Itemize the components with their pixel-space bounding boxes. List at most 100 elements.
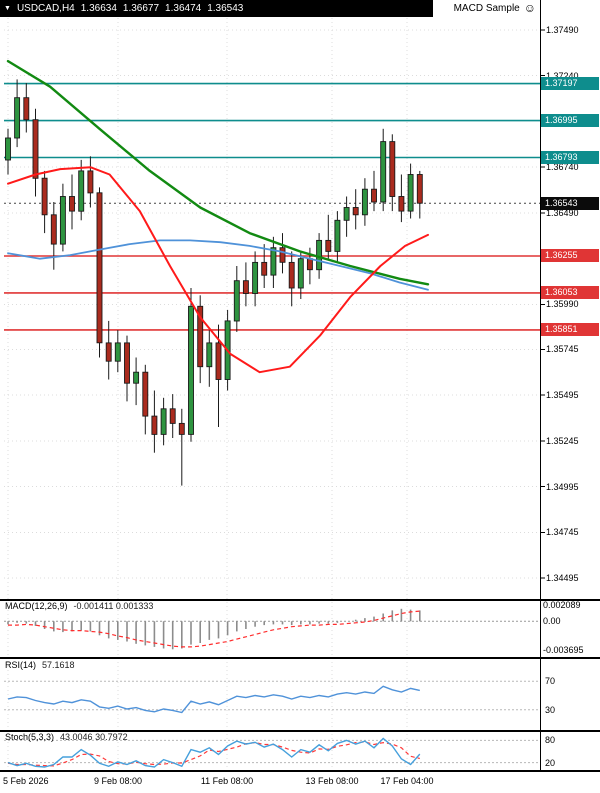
ea-smiley-icon[interactable]: ☺: [523, 1, 536, 15]
bull-candle: [233, 280, 240, 322]
bear-candle: [197, 305, 204, 368]
price-tick-label: 1.37240: [546, 71, 579, 81]
indicator-axis-label: 30: [545, 705, 556, 715]
bear-candle: [69, 196, 75, 212]
macd-pane-label: MACD(12,26,9) -0.001411 0.001333: [5, 601, 153, 611]
close-value: 1.36543: [207, 3, 244, 14]
bear-candle: [50, 214, 57, 245]
bull-candle: [188, 305, 194, 435]
stoch-k-line: [7, 737, 421, 768]
bull-candle: [343, 207, 350, 221]
bear-candle: [32, 119, 39, 179]
bear-candle: [398, 196, 405, 212]
price-tick-label: 1.34495: [546, 573, 579, 583]
price-level-badge: 1.37197: [541, 77, 599, 90]
symbol-dropdown-arrow[interactable]: ▼: [4, 5, 11, 12]
ea-name-label: MACD Sample: [453, 2, 520, 14]
price-tick-label: 1.36490: [546, 208, 579, 218]
bull-candle: [252, 261, 259, 294]
bear-candle: [169, 408, 176, 424]
bear-candle: [279, 247, 286, 263]
indicator-axis-label: 0.00: [543, 616, 561, 626]
bull-candle: [133, 371, 140, 384]
bear-candle: [371, 188, 377, 203]
bear-candle: [41, 177, 48, 216]
bear-candle: [416, 174, 423, 204]
bull-candle: [316, 239, 323, 271]
open-value: 1.36634: [80, 3, 117, 14]
price-level-badge: 1.36793: [541, 151, 599, 164]
bear-candle: [142, 371, 149, 417]
bull-candle: [114, 342, 121, 362]
price-level-badge: 1.36053: [541, 286, 599, 299]
bear-candle: [87, 170, 94, 194]
current-price-badge: 1.36543: [541, 197, 599, 210]
bull-candle: [59, 196, 66, 245]
time-axis-label: 13 Feb 08:00: [305, 776, 359, 786]
bear-candle: [105, 342, 112, 362]
bull-candle: [5, 137, 11, 161]
bear-candle: [178, 422, 185, 435]
bull-candle: [160, 408, 167, 435]
bull-candle: [206, 342, 213, 368]
indicator-axis-label: 20: [545, 758, 556, 768]
indicator-axis-label: 80: [545, 735, 556, 745]
price-level-badge: 1.36995: [541, 114, 599, 127]
time-axis[interactable]: [0, 772, 600, 793]
bull-candle: [334, 219, 341, 252]
bear-candle: [96, 192, 103, 344]
stoch-pane-label: Stoch(5,3,3) 43.0046 30.7972: [5, 732, 128, 742]
low-value: 1.36474: [165, 3, 202, 14]
rsi-pane-label: RSI(14) 57.1618: [5, 660, 75, 670]
red-ma-line: [7, 166, 429, 374]
bull-candle: [361, 188, 368, 216]
green-ma-line: [6, 59, 430, 286]
bear-candle: [288, 261, 295, 289]
macd-name: MACD(12,26,9): [5, 601, 68, 611]
symbol-timeframe-label: USDCAD,H4: [16, 3, 75, 14]
bull-candle: [270, 247, 277, 276]
bear-candle: [352, 207, 359, 216]
price-tick-label: 1.34745: [546, 527, 579, 537]
bear-candle: [261, 261, 268, 276]
indicator-axis-label: -0.003695: [543, 645, 584, 655]
expert-advisor-badge: MACD Sample ☺: [454, 2, 536, 14]
time-axis-label: 9 Feb 08:00: [93, 776, 143, 786]
bear-candle: [151, 415, 158, 435]
bull-candle: [78, 170, 85, 212]
macd-signal-line: [8, 610, 420, 648]
rsi-name: RSI(14): [5, 660, 37, 670]
bear-candle: [325, 239, 332, 252]
bear-candle: [215, 342, 222, 380]
indicator-axis-label: 70: [545, 676, 556, 686]
high-value: 1.36677: [122, 3, 160, 14]
price-tick-label: 1.35495: [546, 390, 579, 400]
rsi-values: 57.1618: [42, 660, 75, 670]
time-axis-label: 17 Feb 04:00: [380, 776, 434, 786]
time-axis-label: 5 Feb 2026: [3, 776, 49, 786]
ohlc-bar: ▼ USDCAD,H4 1.36634 1.36677 1.36474 1.36…: [0, 0, 433, 17]
price-tick-label: 1.35745: [546, 344, 579, 354]
bull-candle: [407, 174, 414, 212]
indicator-axis-label: 0.002089: [543, 600, 581, 610]
price-tick-label: 1.36740: [546, 162, 579, 172]
bear-candle: [242, 280, 249, 294]
macd-values: -0.001411 0.001333: [73, 601, 154, 611]
price-tick-label: 1.35245: [546, 436, 579, 446]
stoch-values: 43.0046 30.7972: [60, 732, 128, 742]
stoch-name: Stoch(5,3,3): [5, 732, 55, 742]
price-tick-label: 1.35990: [546, 299, 579, 309]
price-tick-label: 1.34995: [546, 482, 579, 492]
bull-candle: [380, 141, 387, 203]
bear-candle: [23, 97, 30, 121]
time-axis-label: 11 Feb 08:00: [200, 776, 254, 786]
bull-candle: [297, 258, 304, 289]
bear-candle: [124, 342, 130, 384]
price-tick-label: 1.37490: [546, 25, 579, 35]
price-level-badge: 1.35851: [541, 323, 599, 336]
blue-ma-line: [7, 239, 429, 291]
bear-candle: [306, 258, 313, 271]
bull-candle: [14, 97, 21, 139]
